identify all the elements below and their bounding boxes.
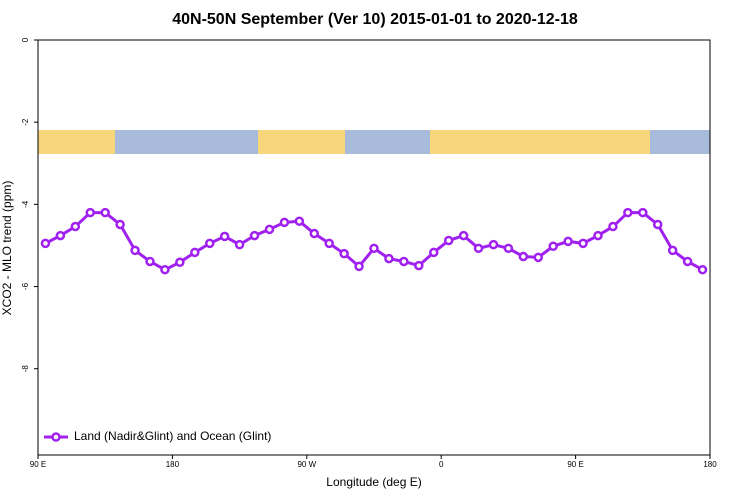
map-land: [430, 130, 650, 154]
data-point: [682, 256, 693, 267]
chart-title: 40N-50N September (Ver 10) 2015-01-01 to…: [172, 11, 578, 28]
y-tick-label: -4: [21, 200, 30, 208]
data-point: [294, 216, 305, 226]
data-point: [324, 238, 334, 249]
data-point: [667, 245, 678, 256]
data-point: [55, 230, 66, 241]
data-point: [488, 239, 499, 250]
data-point: [219, 231, 230, 242]
data-point: [249, 230, 260, 241]
data-point: [652, 219, 663, 230]
y-tick-label: -2: [21, 118, 30, 126]
map-land: [38, 130, 115, 154]
data-point: [339, 248, 349, 259]
data-point: [578, 238, 588, 249]
y-tick-label: 0: [21, 37, 30, 42]
data-point: [204, 238, 215, 249]
data-point: [309, 228, 320, 239]
y-axis-label: XCO2 - MLO trend (ppm): [0, 181, 14, 316]
y-tick-label: -6: [21, 282, 30, 290]
data-point: [473, 243, 484, 254]
data-point: [40, 238, 51, 249]
x-tick-label: 0: [439, 460, 444, 469]
data-point: [399, 256, 409, 267]
map-band: [38, 130, 710, 154]
data-point: [414, 260, 424, 271]
data-point: [234, 239, 245, 250]
data-point: [100, 207, 110, 218]
data-point: [190, 247, 200, 258]
legend-marker: [51, 432, 61, 442]
data-point: [518, 251, 529, 262]
data-point: [369, 243, 379, 254]
map-ocean: [345, 130, 430, 154]
data-point: [354, 261, 364, 272]
data-point: [130, 245, 140, 256]
data-point: [548, 241, 558, 252]
data-point: [85, 207, 96, 218]
data-point: [115, 219, 125, 230]
map-ocean: [115, 130, 258, 154]
data-point: [638, 207, 648, 218]
data-point: [458, 230, 469, 241]
x-tick-label: 180: [166, 460, 180, 469]
data-point: [175, 257, 185, 268]
data-point: [70, 221, 81, 232]
data-point: [608, 221, 618, 232]
series-line: [44, 211, 704, 272]
y-tick-label: -8: [21, 365, 30, 373]
data-point: [623, 207, 633, 218]
data-point: [279, 217, 290, 228]
x-tick-label: 90 E: [30, 460, 46, 469]
data-point: [503, 243, 514, 254]
x-tick-label: 180: [703, 460, 717, 469]
plot-frame: [37, 39, 711, 456]
data-point: [593, 230, 603, 241]
map-ocean: [650, 130, 710, 154]
x-tick-label: 90 E: [567, 460, 583, 469]
data-point: [697, 264, 708, 275]
data-point: [160, 264, 170, 275]
x-axis-label: Longitude (deg E): [326, 475, 421, 489]
data-point: [533, 252, 544, 263]
map-land: [258, 130, 345, 154]
data-point: [428, 247, 439, 258]
data-point: [443, 235, 454, 246]
data-point: [264, 224, 275, 235]
data-point: [384, 253, 394, 264]
data-point: [563, 236, 573, 247]
data-point: [145, 256, 155, 267]
legend-label: Land (Nadir&Glint) and Ocean (Glint): [74, 429, 271, 443]
x-tick-label: 90 W: [297, 460, 316, 469]
